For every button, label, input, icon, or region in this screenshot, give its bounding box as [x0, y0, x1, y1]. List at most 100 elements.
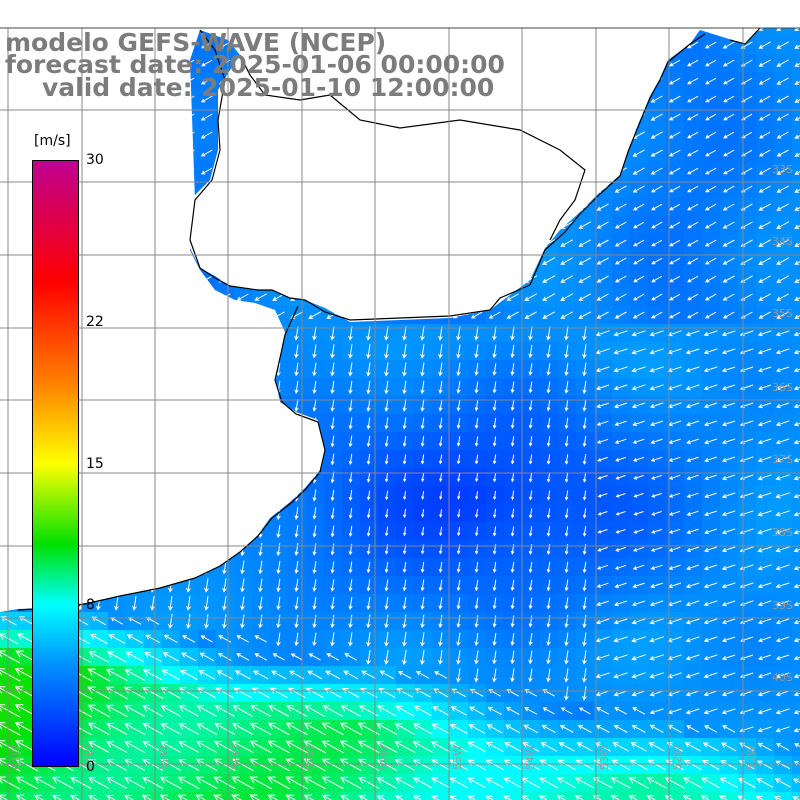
wind-arrow: [685, 618, 700, 625]
wind-arrow: [361, 670, 377, 680]
wind-arrow: [564, 526, 569, 537]
wind-arrow: [492, 597, 497, 610]
wind-arrow: [341, 688, 360, 698]
wind-arrow: [492, 632, 497, 647]
wind-arrow: [456, 632, 461, 647]
wind-arrow: [582, 508, 587, 519]
wind-arrow: [505, 707, 520, 715]
wind-arrow: [231, 794, 243, 800]
wind-arrow: [106, 795, 117, 800]
wind-arrow: [649, 672, 664, 679]
wind-arrow: [546, 615, 551, 628]
wind-arrow: [474, 650, 479, 665]
wind-arrow: [272, 653, 285, 661]
wind-arrow: [303, 758, 326, 772]
wind-arrow: [339, 740, 362, 754]
wind-arrow: [613, 348, 628, 355]
wind-arrow: [182, 635, 196, 643]
wind-arrow: [510, 597, 515, 610]
wind-arrow: [312, 614, 317, 629]
wind-arrow: [559, 725, 574, 733]
wind-arrow: [474, 436, 479, 447]
wind-arrow: [438, 597, 443, 610]
wind-arrow: [703, 708, 718, 715]
wind-arrow: [775, 348, 790, 355]
wind-arrow: [88, 651, 109, 663]
wind-arrow: [703, 564, 718, 571]
wind-arrow: [330, 507, 335, 520]
wind-arrow: [649, 330, 664, 337]
wind-arrow: [704, 239, 717, 247]
wind-arrow: [384, 454, 389, 465]
wind-arrow: [312, 561, 317, 574]
wind-arrow: [330, 362, 335, 377]
wind-arrow: [474, 562, 479, 573]
wind-arrow: [546, 399, 551, 412]
wind-arrow: [420, 399, 425, 412]
wind-arrow: [510, 436, 515, 447]
wind-arrow: [721, 636, 736, 643]
wind-arrow: [415, 671, 430, 679]
field-cell: [558, 792, 577, 800]
wind-arrow: [703, 330, 718, 337]
wind-arrow: [631, 636, 646, 643]
wind-arrow: [106, 759, 128, 771]
wind-arrow: [0, 704, 21, 718]
wind-arrow: [649, 384, 664, 391]
wind-arrow: [403, 508, 407, 519]
wind-arrow: [723, 131, 735, 139]
wind-arrow: [420, 597, 425, 610]
wind-arrow: [703, 690, 718, 697]
wind-arrow: [0, 722, 21, 736]
coastline-segment: [329, 94, 586, 241]
wind-arrow: [312, 344, 317, 359]
wind-arrow: [794, 170, 800, 175]
wind-arrow: [186, 596, 191, 611]
wind-arrow: [180, 652, 197, 662]
wind-arrow: [705, 311, 717, 319]
wind-arrow: [632, 221, 645, 229]
wind-arrow: [564, 472, 569, 483]
field-cell: [108, 792, 127, 800]
wind-arrow: [614, 221, 627, 229]
wind-arrow: [722, 77, 735, 85]
wind-arrow: [651, 528, 663, 534]
wind-arrow: [704, 420, 718, 427]
field-cell: [648, 792, 667, 800]
wind-arrow: [276, 560, 281, 575]
wind-arrow: [757, 528, 772, 535]
wind-arrow: [757, 348, 772, 355]
field-cell: [792, 288, 800, 307]
wind-arrow: [294, 614, 299, 629]
wind-arrow: [124, 705, 146, 717]
wind-arrow: [366, 326, 371, 341]
wind-arrow: [668, 95, 681, 103]
wind-arrow: [492, 526, 497, 537]
wind-arrow: [231, 740, 254, 754]
wind-arrow: [669, 275, 681, 283]
wind-arrow: [384, 398, 389, 413]
wind-arrow: [538, 795, 549, 800]
wind-arrow: [649, 618, 664, 625]
wind-arrow: [510, 579, 515, 592]
wind-arrow: [631, 366, 646, 373]
wind-arrow: [649, 402, 664, 409]
wind-arrow: [793, 601, 800, 607]
wind-arrow: [757, 420, 772, 427]
field-cell: [792, 36, 800, 55]
wind-arrow: [402, 344, 407, 359]
wind-arrow: [685, 708, 700, 715]
wind-arrow: [249, 722, 272, 736]
wind-arrow: [0, 650, 21, 664]
wind-arrow: [402, 597, 407, 610]
wind-arrow: [456, 597, 461, 610]
wind-arrow: [232, 705, 254, 717]
wind-arrow: [687, 275, 699, 283]
wind-arrow: [168, 596, 173, 611]
wind-arrow: [438, 614, 443, 629]
wind-arrow: [402, 380, 407, 395]
wind-arrow: [412, 723, 433, 735]
wind-arrow: [540, 742, 557, 752]
wind-arrow: [633, 239, 645, 247]
wind-arrow: [542, 311, 556, 319]
